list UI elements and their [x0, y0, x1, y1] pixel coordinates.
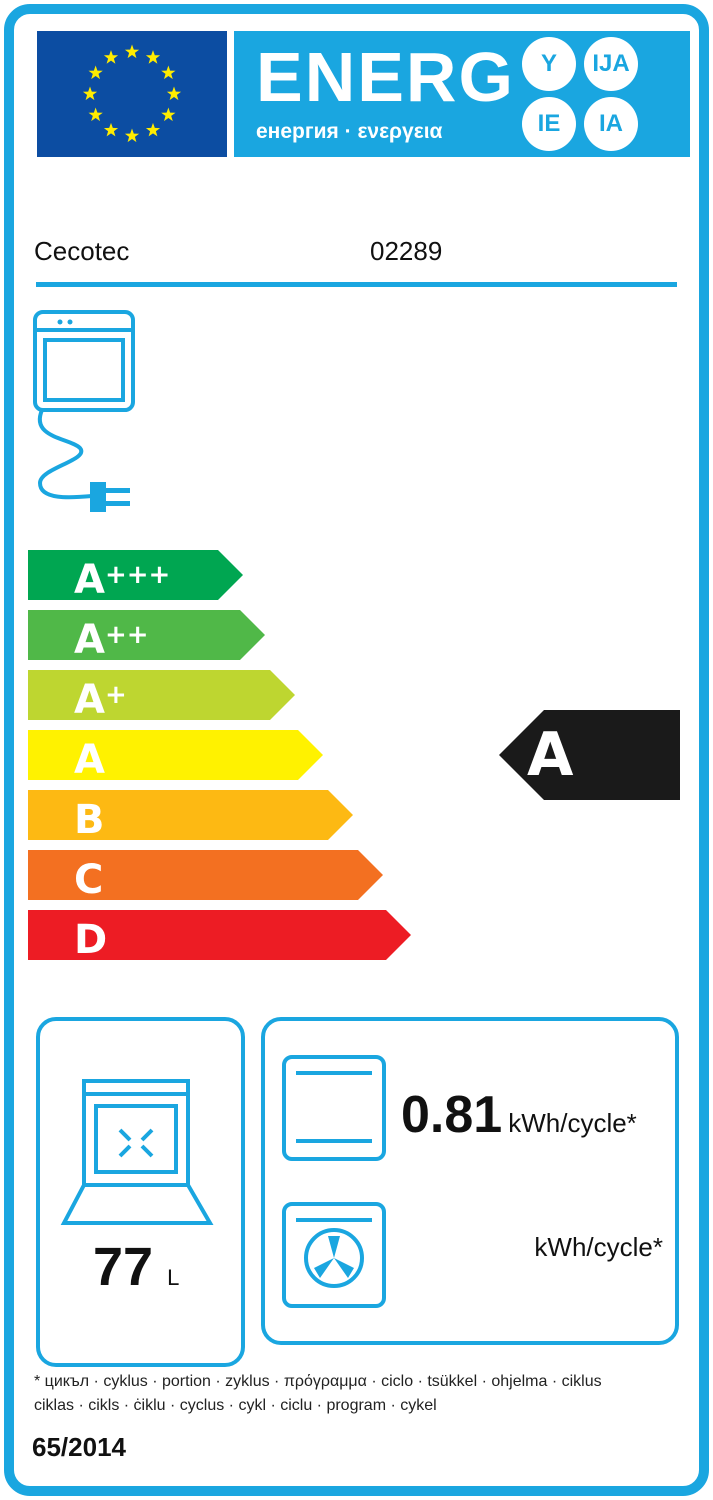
- suffix-circle: Y: [522, 37, 576, 91]
- volume-value: 77: [93, 1237, 154, 1297]
- energy-class-arrow: C: [28, 850, 383, 900]
- divider: [36, 282, 677, 287]
- energy-consumption-box: [261, 1017, 679, 1345]
- model-id: 02289: [370, 236, 443, 266]
- eu-flag-icon: [37, 31, 227, 157]
- energy-class-arrow: A++: [28, 610, 265, 660]
- rating-arrow: A: [499, 710, 680, 800]
- energy-class-arrow: A: [28, 730, 323, 780]
- class-plus: ++: [104, 620, 149, 650]
- class-label: A: [74, 617, 105, 663]
- star-icon: [166, 86, 182, 101]
- footnote-line: * цикъл · cyklus · portion · zyklus · πρ…: [34, 1373, 602, 1390]
- volume-row: 77 L: [93, 1236, 179, 1298]
- conventional-energy-value: 0.81: [401, 1086, 503, 1144]
- star-icon: [145, 50, 161, 64]
- star-icon: [124, 44, 140, 59]
- star-icon: [161, 65, 176, 80]
- energy-subtitle: енергия · ενεργεια: [256, 120, 443, 143]
- star-icon: [103, 50, 119, 64]
- energy-class-arrow: A+++: [28, 550, 243, 600]
- conventional-energy-unit: kWh/cycle*: [508, 1108, 637, 1138]
- energy-title: ENERG: [256, 38, 515, 116]
- supplier-name: Cecotec: [34, 236, 130, 266]
- star-icon: [103, 122, 119, 137]
- class-label: D: [74, 917, 108, 963]
- regulation-number: 65/2014: [32, 1432, 126, 1462]
- oven-plug-icon: [33, 310, 135, 512]
- star-icon: [145, 122, 161, 137]
- suffix-circle: IE: [522, 97, 576, 151]
- volume-unit: L: [167, 1265, 180, 1290]
- fan-energy-unit: kWh/cycle*: [534, 1232, 663, 1262]
- suffix-circle: IJA: [584, 37, 638, 91]
- class-label: B: [74, 797, 105, 843]
- label-border: [4, 4, 709, 1496]
- class-label: A: [74, 677, 105, 723]
- energy-class-arrow: B: [28, 790, 353, 840]
- class-label: C: [74, 857, 104, 903]
- star-icon: [88, 107, 103, 122]
- fan-energy-row: kWh/cycle*: [528, 1232, 663, 1263]
- fan-oven-icon: [282, 1202, 386, 1308]
- conventional-energy-row: 0.81 kWh/cycle*: [401, 1085, 637, 1145]
- class-label: A: [74, 557, 105, 603]
- energy-header: ENERG енергия · ενεργεια Y IJA IE IA: [234, 31, 690, 157]
- energy-class-arrow: D: [28, 910, 411, 960]
- oven-volume-icon: [60, 1079, 214, 1225]
- star-icon: [82, 86, 98, 101]
- class-plus: +: [104, 680, 127, 710]
- energy-class-arrow: A+: [28, 670, 295, 720]
- suffix-circle: IA: [584, 97, 638, 151]
- star-icon: [124, 128, 140, 143]
- conventional-oven-icon: [282, 1055, 386, 1161]
- star-icon: [88, 65, 103, 80]
- footnote-line: ciklas · cikls · ċiklu · cyclus · cykl ·…: [34, 1397, 437, 1414]
- class-plus: +++: [104, 560, 171, 590]
- volume-box: [36, 1017, 245, 1367]
- class-label: A: [74, 737, 105, 783]
- star-icon: [161, 107, 176, 122]
